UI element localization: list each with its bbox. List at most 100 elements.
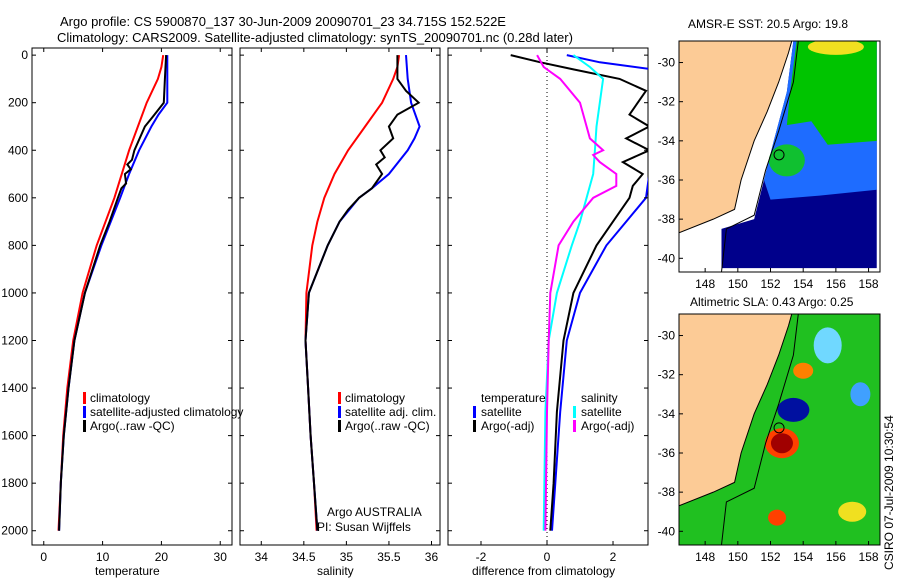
x-tick-label: 30 <box>214 550 228 564</box>
sst-warm-region <box>786 41 877 145</box>
legend-label: Argo(..raw -QC) <box>90 419 175 433</box>
series-group <box>304 54 421 531</box>
x-label-salinity: salinity <box>317 564 354 578</box>
legend-label: Argo(..raw -QC) <box>345 419 430 433</box>
x-tick-label: 34.5 <box>292 550 316 564</box>
series-line-argo-raw-qc- <box>304 55 421 531</box>
legend-title-salinity: salinity <box>581 391 618 405</box>
argo-profile-marker <box>773 149 785 161</box>
y-tick-label: 200 <box>8 96 28 110</box>
map-frame <box>678 40 881 273</box>
y-tick-label: -30 <box>658 329 676 343</box>
x-tick-label: 0 <box>544 550 551 564</box>
profile-plots: 0 10 20 30020040060080010001200140016001800… <box>1 47 649 564</box>
x-tick-label: 2 <box>610 550 617 564</box>
legend-label: Argo(-adj) <box>581 419 634 433</box>
x-label-difference: difference from climatology <box>472 564 615 578</box>
y-tick-label: 600 <box>8 191 28 205</box>
x-tick-label: 150 <box>728 550 748 564</box>
map-field <box>679 314 880 545</box>
x-tick-label: 36 <box>425 550 439 564</box>
legend-difference: temperature satellite Argo(-adj) salinit… <box>473 391 634 433</box>
isobath-contour <box>720 41 799 272</box>
map2-title: Altimetric SLA: 0.43 Argo: 0.25 <box>690 295 854 309</box>
y-tick-label: -40 <box>658 251 676 265</box>
y-tick-label: 1000 <box>1 286 28 300</box>
y-tick-label: 1400 <box>1 381 28 395</box>
y-tick-label: -30 <box>658 56 676 70</box>
sst-map: 148 150 152 154 156 158 -30 -32 -34 -36 -38 -40 <box>658 40 881 291</box>
legend-swatch-satellite <box>338 406 341 418</box>
series-line-salinity-satellite <box>542 54 605 531</box>
y-tick-label: 2000 <box>1 524 28 538</box>
x-tick-label: 35.5 <box>377 550 401 564</box>
plot-frame <box>239 47 441 546</box>
title-line-2: Climatology: CARS2009. Satellite-adjuste… <box>57 30 573 45</box>
series-group <box>510 54 648 531</box>
series-line-salinity-argo-adj- <box>536 54 618 531</box>
x-tick-label: 148 <box>695 277 715 291</box>
legend-swatch <box>573 420 576 432</box>
x-tick-label: 20 <box>155 550 169 564</box>
y-tick-label: 1800 <box>1 476 28 490</box>
series-line-temperature-satellite <box>551 54 648 531</box>
legend-swatch <box>473 406 476 418</box>
y-tick-label: -32 <box>658 368 676 382</box>
x-tick-label: 154 <box>793 277 813 291</box>
y-tick-label: 1600 <box>1 429 28 443</box>
sst-warm-eddy <box>768 144 805 177</box>
profile-panel-2: 34 34.5 35 35.5 36 <box>239 47 441 564</box>
y-tick-label: -38 <box>658 212 676 226</box>
x-tick-label: 152 <box>760 277 780 291</box>
y-tick-label: 400 <box>8 143 28 157</box>
legend-label: satellite <box>581 405 622 419</box>
legend-swatch-climatology <box>83 392 86 404</box>
legend-swatch <box>573 406 576 418</box>
y-tick-label: -38 <box>658 485 676 499</box>
x-tick-label: 35 <box>340 550 354 564</box>
y-tick-label: -36 <box>658 173 676 187</box>
sla-high-eddy <box>768 509 787 526</box>
plot-frame <box>31 47 233 546</box>
sla-high-eddy <box>838 501 867 522</box>
x-tick-label: -2 <box>476 550 487 564</box>
plot-frame <box>447 47 649 546</box>
credit-line-1: Argo AUSTRALIA <box>327 505 422 519</box>
x-tick-label: 158 <box>859 550 879 564</box>
credit-line-2: PI: Susan Wijffels <box>317 520 411 534</box>
map-field <box>679 41 880 272</box>
y-tick-label: -32 <box>658 95 676 109</box>
sla-high-eddy-core <box>770 433 793 454</box>
x-label-temperature: temperature <box>95 564 160 578</box>
legend-label: climatology <box>90 391 150 405</box>
legend-title-temperature: temperature <box>481 391 546 405</box>
x-tick-label: 154 <box>793 550 813 564</box>
map1-title: AMSR-E SST: 20.5 Argo: 19.8 <box>688 17 848 31</box>
legend-salinity: climatology satellite adj. clim. Argo(..… <box>338 391 436 433</box>
x-tick-label: 156 <box>826 277 846 291</box>
legend-label: climatology <box>345 391 405 405</box>
x-tick-label: 34 <box>255 550 269 564</box>
x-tick-label: 10 <box>96 550 110 564</box>
y-tick-label: 0 <box>21 48 28 62</box>
x-tick-label: 158 <box>859 277 879 291</box>
x-tick-label: 150 <box>728 277 748 291</box>
isobath-contour <box>720 314 799 545</box>
x-tick-label: 152 <box>760 550 780 564</box>
sst-hot-region <box>807 41 864 55</box>
legend-label: satellite <box>481 405 522 419</box>
sla-high-eddy <box>793 362 814 379</box>
footer-stamp: CSIRO 07-Jul-2009 10:30:54 <box>882 415 896 570</box>
legend-temperature: climatology satellite-adjusted climatolo… <box>83 391 243 433</box>
y-tick-label: 1200 <box>1 333 28 347</box>
x-tick-label: 156 <box>826 550 846 564</box>
y-tick-label: -34 <box>658 407 676 421</box>
legend-label: Argo(-adj) <box>481 419 534 433</box>
title-line-1: Argo profile: CS 5900870_137 30-Jun-2009… <box>60 14 506 29</box>
map-frame <box>678 313 881 546</box>
series-line-temperature-argo-adj- <box>510 54 648 531</box>
sla-map: 148 150 152 154 156 158 -30 -32 -34 -36 -38 -40 <box>658 313 881 564</box>
legend-label: satellite-adjusted climatology <box>90 405 243 419</box>
